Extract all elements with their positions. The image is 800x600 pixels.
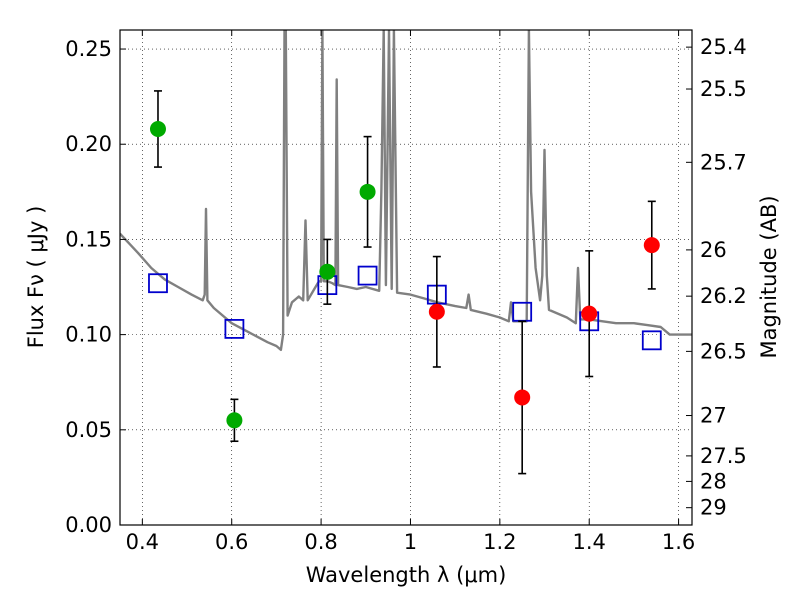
observed-flux-point — [149, 121, 166, 137]
x-tick-label: 0.6 — [215, 530, 248, 554]
x-tick-label: 1 — [404, 530, 417, 554]
observed-flux-point — [319, 263, 336, 280]
y-tick-label: 0.15 — [65, 227, 112, 251]
x-tick-label: 1.4 — [573, 530, 606, 554]
x-tick-label: 1.6 — [662, 530, 695, 554]
y-tick-label: 0.05 — [65, 418, 112, 442]
magnitude-tick-label: 28 — [700, 469, 727, 493]
magnitude-tick-label: 25.5 — [700, 77, 747, 101]
y-axis-label-left: Flux Fν ( μJy ) — [24, 206, 48, 349]
magnitude-tick-label: 26.5 — [700, 339, 747, 363]
observed-flux-point — [581, 305, 598, 322]
model-photometry-square — [148, 273, 168, 294]
magnitude-tick-label: 27.5 — [700, 444, 747, 468]
magnitude-tick-label: 27 — [700, 404, 727, 428]
x-tick-label: 1.2 — [483, 530, 516, 554]
model-photometry-square — [357, 265, 378, 286]
x-axis-label: Wavelength λ (μm) — [306, 563, 507, 587]
model-photometry-square — [641, 330, 662, 351]
observed-flux-point — [643, 237, 660, 254]
y-tick-label: 0.10 — [65, 323, 112, 347]
y-axis-label-right: Magnitude (AB) — [757, 195, 781, 358]
plot-area — [120, 30, 692, 475]
axes: 0.4 0.6 0.8 1 1.2 1.4 1.6 0.00 0.05 0.10 0.15 0.20 0… — [65, 30, 747, 554]
magnitude-tick-label: 29 — [700, 496, 727, 520]
observed-flux-point — [226, 412, 243, 429]
y-tick-label: 0.25 — [65, 37, 112, 61]
plot-frame — [119, 29, 693, 526]
y-tick-label: 0.20 — [65, 132, 112, 156]
y-tick-label: 0.00 — [65, 513, 112, 537]
magnitude-tick-label: 26 — [700, 238, 727, 262]
x-tick-label: 0.4 — [126, 530, 159, 554]
x-tick-label: 0.8 — [304, 530, 337, 554]
magnitude-tick-label: 25.7 — [700, 150, 747, 174]
model-photometry-square — [224, 319, 245, 339]
observed-flux-point — [514, 389, 531, 406]
magnitude-tick-label: 26.2 — [700, 284, 747, 308]
observed-flux-point — [428, 303, 445, 320]
model-spectrum-line — [120, 30, 692, 351]
magnitude-tick-label: 25.4 — [700, 35, 747, 59]
observed-flux-point — [359, 183, 376, 200]
